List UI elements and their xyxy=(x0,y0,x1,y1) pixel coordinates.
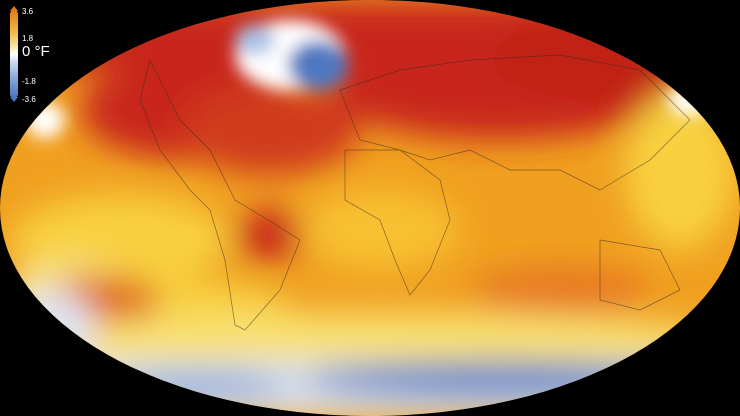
legend-tick-low: -1.8 xyxy=(22,77,36,86)
legend-tick-high: 1.8 xyxy=(22,34,34,43)
color-scale-legend: 3.6 1.8 0 °F -1.8 -3.6 xyxy=(8,6,68,104)
legend-unit-label: 0 °F xyxy=(22,43,50,60)
legend-tick-min: -3.6 xyxy=(22,95,36,104)
legend-tick-max: 3.6 xyxy=(22,7,34,16)
color-scale-bar xyxy=(10,6,18,102)
